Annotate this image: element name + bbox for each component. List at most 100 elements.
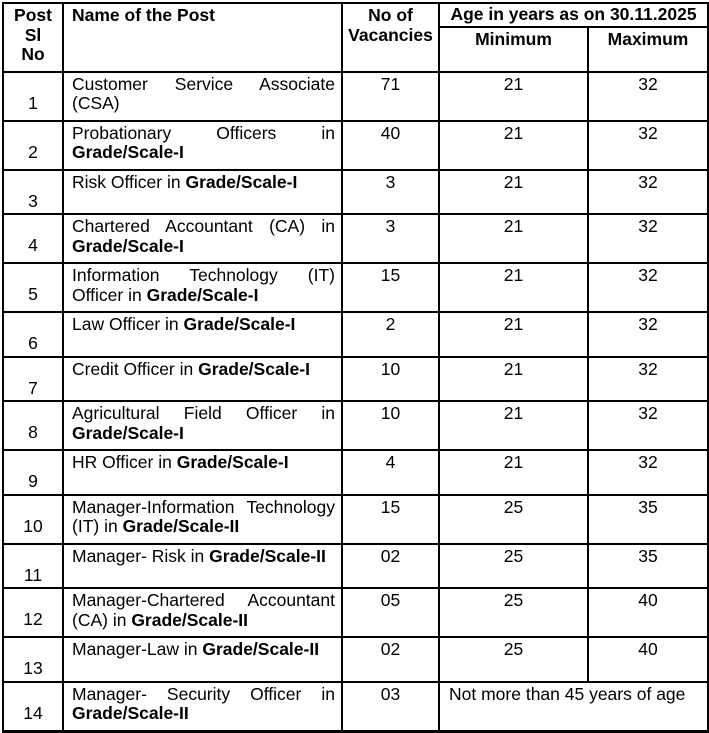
min-age-cell: 21	[438, 262, 589, 313]
post-name-text: Credit Officer in	[72, 358, 199, 379]
post-sl-no-cell: 3	[2, 168, 64, 215]
table-row: 11 Manager- Risk in Grade/Scale-II 02 25…	[2, 542, 709, 589]
post-sl-no-value: 3	[28, 190, 38, 211]
table-row: 4 Chartered Accountant (CA) in Grade/Sca…	[2, 213, 709, 264]
post-name-text: Law Officer in	[72, 314, 184, 334]
post-name-cell: Risk Officer in Grade/Scale-I	[62, 168, 343, 215]
table-row: 1 Customer Service Associate (CSA) 71 21…	[2, 70, 709, 122]
header-name-of-the-post: Name of the Post	[62, 2, 343, 73]
post-sl-no-cell: 2	[2, 119, 64, 171]
post-name-text: Manager-Law in	[72, 639, 203, 659]
max-age-cell: 35	[586, 493, 709, 545]
post-sl-no-cell: 4	[2, 213, 64, 264]
post-sl-no-cell: 9	[2, 449, 64, 496]
post-name-text: Manager- Security Officer in	[72, 683, 335, 704]
post-sl-no-value: 2	[28, 141, 38, 162]
post-sl-no-cell: 13	[2, 636, 64, 683]
post-sl-no-value: 13	[23, 658, 43, 678]
post-name-cell: Chartered Accountant (CA) in Grade/Scale…	[62, 213, 343, 264]
post-name-bold-text: Grade/Scale-I	[72, 422, 184, 443]
table-row: 14 Manager- Security Officer in Grade/Sc…	[2, 680, 709, 733]
max-age-cell: 32	[586, 213, 709, 264]
min-age-cell: 21	[438, 400, 589, 451]
post-name-cell: Information Technology (IT) Officer in G…	[62, 262, 343, 313]
vacancies-cell: 10	[341, 355, 440, 402]
post-name-cell: Customer Service Associate (CSA)	[62, 70, 343, 122]
post-sl-no-value: 6	[28, 333, 38, 353]
post-name-text: Customer Service Associate (CSA)	[72, 73, 335, 113]
post-name-text: Manager-Information Technology (IT) in	[72, 496, 335, 536]
vacancies-cell: 3	[341, 213, 440, 264]
post-name-cell: Agricultural Field Officer in Grade/Scal…	[62, 400, 343, 451]
post-name-bold-text: Grade/Scale-II	[209, 545, 326, 566]
min-age-cell: 21	[438, 311, 589, 358]
max-age-cell: 32	[586, 449, 709, 496]
post-sl-no-cell: 1	[2, 70, 64, 122]
table-row: 6 Law Officer in Grade/Scale-I 2 21 32	[2, 311, 709, 358]
vacancies-cell: 02	[341, 542, 440, 589]
post-sl-no-value: 1	[28, 92, 38, 113]
table-row: 2 Probationary Officers in Grade/Scale-I…	[2, 119, 709, 171]
max-age-cell: 40	[586, 636, 709, 683]
post-sl-no-value: 8	[28, 422, 38, 442]
post-sl-no-cell: 12	[2, 587, 64, 638]
post-name-cell: Manager-Chartered Accountant (CA) in Gra…	[62, 587, 343, 638]
post-sl-no-value: 12	[23, 609, 43, 629]
header-maximum: Maximum	[586, 25, 709, 73]
post-sl-no-value: 9	[28, 471, 38, 491]
post-name-text: Agricultural Field Officer in	[72, 403, 335, 423]
vacancies-cell: 15	[341, 262, 440, 313]
post-name-cell: Manager-Information Technology (IT) in G…	[62, 493, 343, 545]
post-name-text: HR Officer in	[72, 452, 177, 472]
header-age-in-years: Age in years as on 30.11.2025	[437, 2, 709, 28]
vacancies-cell: 05	[341, 587, 440, 638]
post-name-cell: Law Officer in Grade/Scale-I	[62, 311, 343, 358]
min-age-cell: 21	[438, 449, 589, 496]
post-name-text: Risk Officer in	[72, 171, 186, 192]
post-name-bold-text: Grade/Scale-I	[198, 358, 310, 379]
post-name-cell: Manager- Security Officer in Grade/Scale…	[62, 680, 343, 733]
post-sl-no-cell: 7	[2, 355, 64, 402]
post-name-cell: Credit Officer in Grade/Scale-I	[62, 355, 343, 402]
post-name-bold-text: Grade/Scale-II	[122, 516, 240, 536]
post-name-cell: Manager-Law in Grade/Scale-II	[62, 636, 343, 683]
max-age-cell: 32	[586, 355, 709, 402]
table-row: 7 Credit Officer in Grade/Scale-I 10 21 …	[2, 355, 709, 402]
post-name-bold-text: Grade/Scale-I	[72, 235, 184, 256]
vacancies-cell: 15	[341, 493, 440, 545]
vacancies-cell: 02	[341, 636, 440, 683]
max-age-cell: 32	[586, 168, 709, 215]
vacancies-cell: 2	[341, 311, 440, 358]
post-sl-no-value: 5	[28, 284, 38, 304]
post-name-bold-text: Grade/Scale-I	[185, 171, 298, 192]
post-sl-no-value: 4	[28, 235, 38, 255]
vacancies-cell: 4	[341, 449, 440, 496]
post-sl-no-value: 14	[23, 702, 43, 723]
min-age-cell: 21	[438, 119, 589, 171]
table-header: Post Sl No Name of the Post No of Vacanc…	[2, 2, 709, 73]
post-name-bold-text: Grade/Scale-I	[146, 284, 259, 305]
min-age-cell: 21	[438, 213, 589, 264]
post-sl-no-value: 7	[28, 377, 38, 398]
min-age-cell: 25	[438, 493, 589, 545]
post-name-bold-text: Grade/Scale-I	[176, 452, 289, 472]
post-sl-no-cell: 11	[2, 542, 64, 589]
post-name-bold-text: Grade/Scale-II	[202, 639, 320, 659]
post-name-cell: Manager- Risk in Grade/Scale-II	[62, 542, 343, 589]
max-age-cell: 32	[586, 262, 709, 313]
min-age-cell: 25	[438, 636, 589, 683]
post-sl-no-cell: 10	[2, 493, 64, 545]
header-row-top: Post Sl No Name of the Post No of Vacanc…	[2, 2, 709, 73]
post-name-bold-text: Grade/Scale-I	[183, 314, 296, 334]
post-sl-no-value: 10	[23, 515, 43, 536]
post-name-text: Manager- Risk in	[72, 545, 210, 566]
max-age-cell: 32	[586, 70, 709, 122]
max-age-cell: 32	[586, 119, 709, 171]
post-name-bold-text: Grade/Scale-I	[72, 142, 184, 162]
post-name-cell: HR Officer in Grade/Scale-I	[62, 449, 343, 496]
header-post-sl-no: Post Sl No	[2, 2, 64, 73]
max-age-cell: 32	[586, 400, 709, 451]
min-age-cell: 21	[438, 355, 589, 402]
vacancies-cell: 3	[341, 168, 440, 215]
age-note-cell: Not more than 45 years of age	[437, 680, 709, 733]
